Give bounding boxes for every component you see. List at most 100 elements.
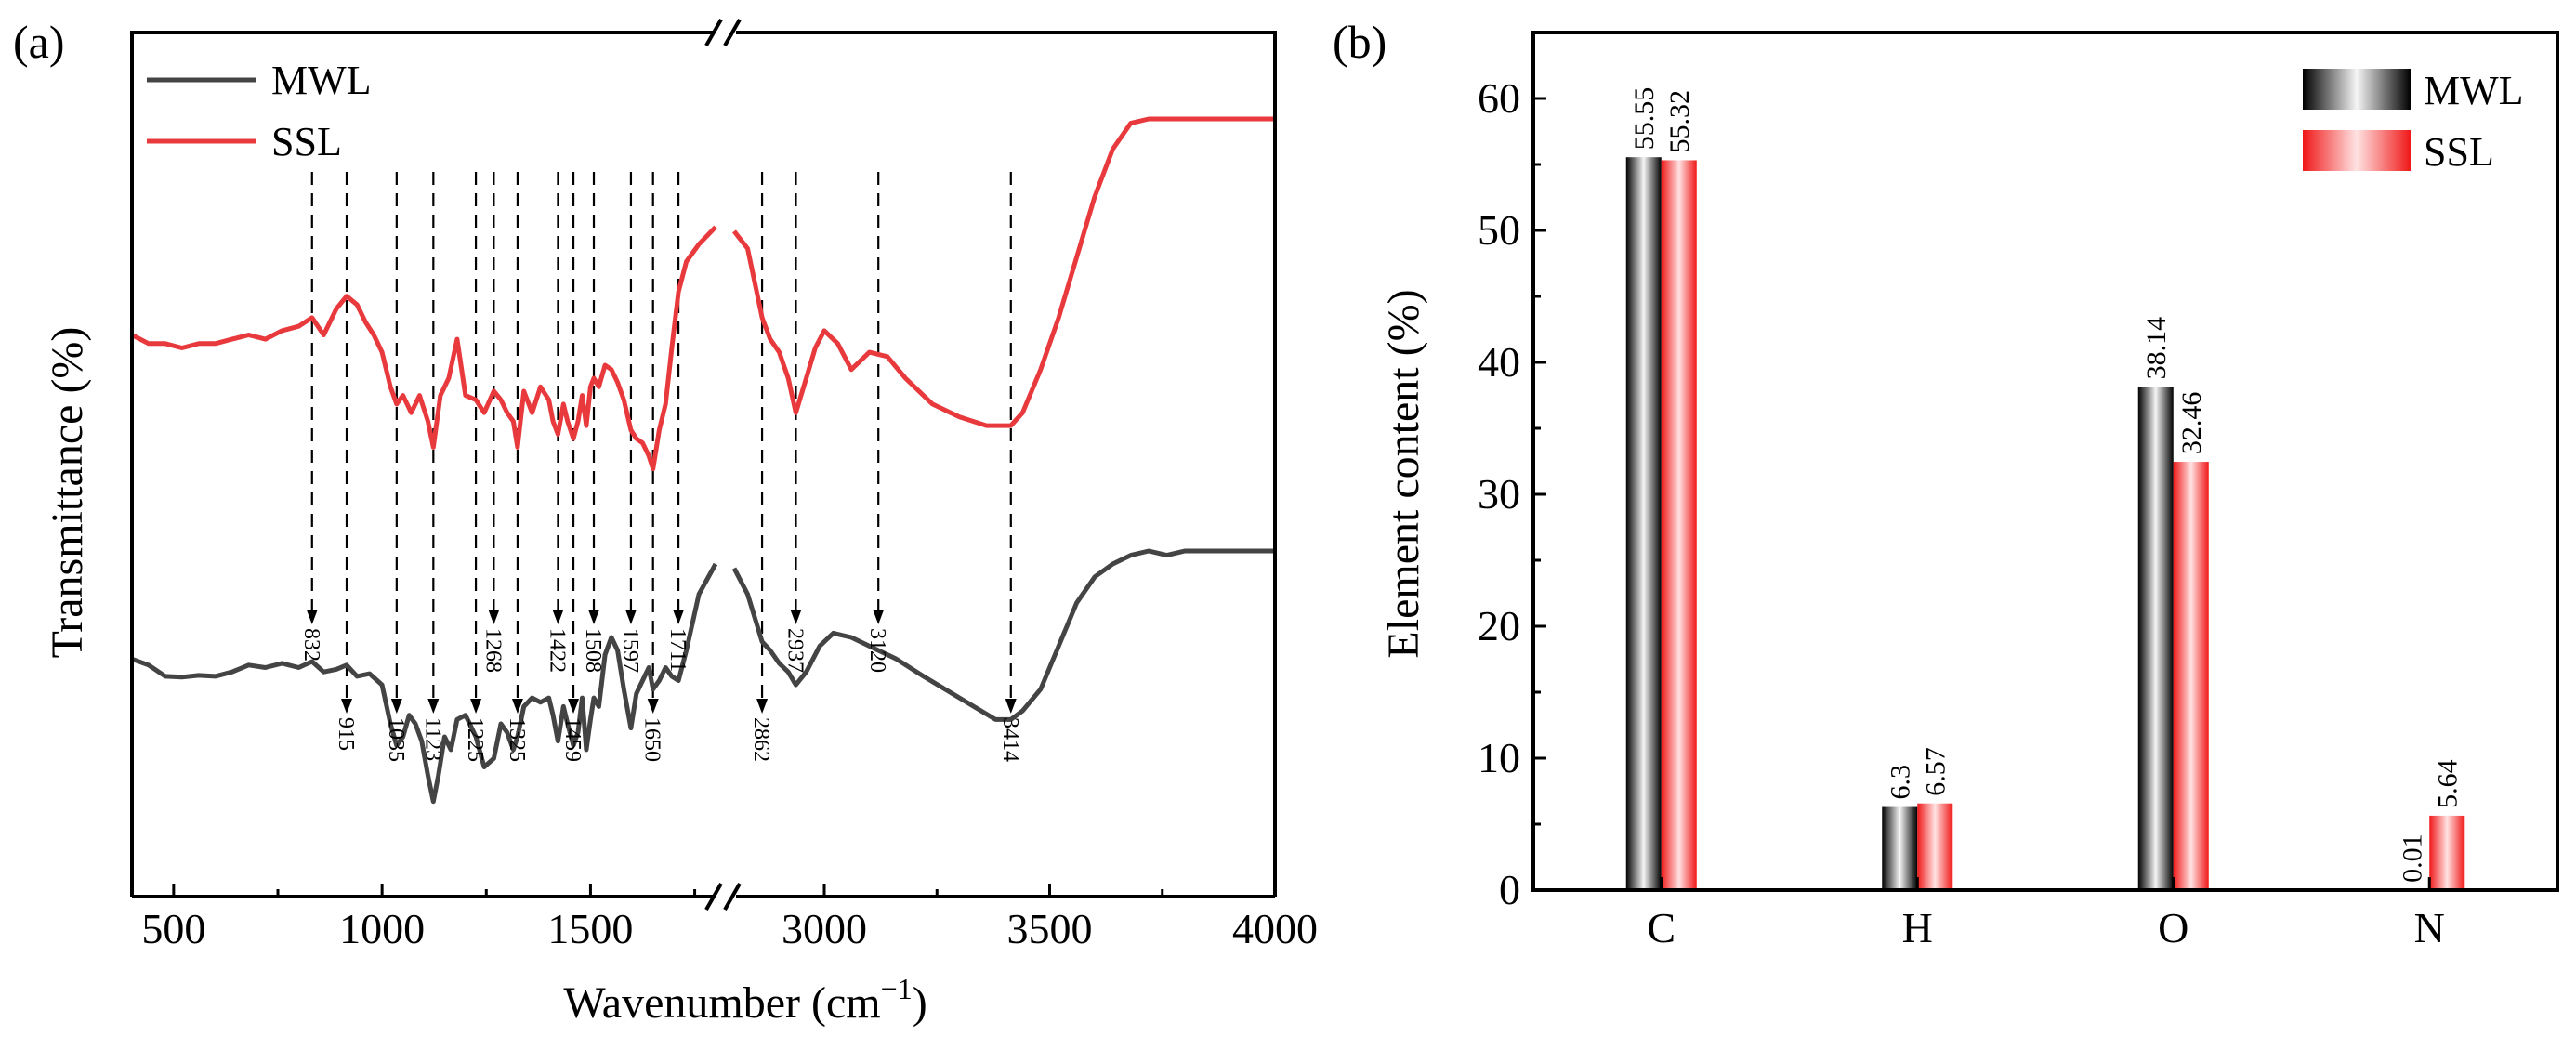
bar-ssl-h [1917, 803, 1953, 890]
axis-break-mark [723, 883, 742, 911]
peak-arrow-1650 [647, 699, 659, 714]
y-tick-label-b: 60 [1478, 74, 1520, 122]
peak-label-1123: 1123 [420, 717, 444, 761]
peak-arrow-1268 [488, 610, 500, 624]
y-axis-title-b: Element content (%) [1379, 289, 1428, 658]
category-label-o: O [2158, 904, 2188, 951]
peak-arrow-2862 [756, 699, 769, 714]
bar-mwl-o [2137, 387, 2174, 890]
bar-value-label: 6.3 [1885, 765, 1915, 800]
peak-label-2937: 2937 [782, 628, 807, 673]
axis-break-mark [704, 883, 723, 911]
bar-value-label: 32.46 [2176, 392, 2207, 455]
spectra-lines [130, 116, 1275, 805]
axis-break-mark [704, 19, 723, 46]
peak-arrows: 832 915 1035 1123 1225 1268 1325 1422 1459 1508 15… [299, 610, 1022, 762]
element-content-panel: (b) 55.55 55.326.3 6.5738.1432.460.015.64 … [1333, 16, 2559, 951]
peak-arrow-1422 [552, 610, 564, 624]
peak-arrow-1225 [470, 699, 482, 714]
bar-mwl-h [1882, 806, 1918, 890]
category-label-n: N [2414, 904, 2445, 951]
spectrum-mwl-segment-1 [131, 562, 718, 805]
x-tick-label-a: 1000 [339, 905, 425, 952]
bar-mwl-c [1625, 157, 1662, 890]
peak-arrow-3414 [1005, 699, 1017, 714]
peak-label-1508: 1508 [581, 628, 605, 673]
spectrum-ssl-segment-1 [130, 225, 717, 472]
y-tick-label-b: 0 [1499, 866, 1520, 913]
ftir-panel: (a) 832 915 1035 1123 1225 1268 1325 1422 1459 15… [13, 16, 1318, 1028]
legend-label-mwl: MWL [271, 58, 372, 103]
y-axis-title-a: Transmittance (%) [43, 327, 92, 659]
frame-a [130, 31, 1277, 897]
legend-a: MWL SSL [147, 58, 372, 164]
legend-label-ssl-b: SSL [2424, 129, 2494, 175]
axis-ticks-b: 0 10 20 30 40 50 60 C H O N [1478, 74, 2445, 951]
x-tick-label-a: 3000 [782, 905, 867, 952]
legend-swatch-mwl [2303, 69, 2411, 110]
spectrum-ssl-segment-2 [732, 116, 1275, 428]
peak-arrow-1597 [624, 610, 637, 624]
peak-arrow-915 [341, 699, 353, 714]
peak-label-3120: 3120 [865, 628, 889, 673]
peak-label-832: 832 [299, 628, 323, 662]
peak-arrow-1508 [588, 610, 600, 624]
category-label-c: C [1647, 904, 1676, 951]
peak-arrow-1035 [390, 699, 402, 714]
peak-arrow-1459 [568, 699, 580, 714]
bar-ssl-n [2429, 815, 2465, 890]
peak-arrow-832 [306, 610, 318, 624]
bar-ssl-c [1661, 160, 1697, 890]
panel-a-label: (a) [13, 16, 65, 68]
peak-arrow-1325 [511, 699, 523, 714]
y-tick-label-b: 50 [1478, 206, 1520, 254]
peak-label-1268: 1268 [480, 628, 505, 673]
peak-arrow-1123 [427, 699, 440, 714]
peak-label-2862: 2862 [749, 717, 773, 762]
legend-label-mwl-b: MWL [2424, 68, 2524, 113]
x-tick-label-a: 4000 [1232, 905, 1318, 952]
peak-label-1225: 1225 [463, 717, 487, 762]
bar-value-label: 55.32 [1664, 90, 1695, 153]
plot-frame-a [130, 19, 1277, 911]
panel-b-label: (b) [1333, 16, 1387, 68]
peak-arrow-2937 [790, 610, 802, 624]
peak-label-1597: 1597 [618, 628, 642, 673]
y-tick-label-b: 40 [1478, 338, 1520, 386]
plot-frame-b [1531, 31, 2559, 892]
peak-label-1325: 1325 [505, 717, 529, 762]
peak-label-1422: 1422 [545, 628, 569, 673]
peak-arrow-1711 [673, 610, 685, 624]
legend-b: MWL SSL [2303, 68, 2524, 175]
axis-break-mark [723, 19, 742, 46]
y-tick-label-b: 10 [1478, 734, 1520, 781]
peak-guide-lines [310, 172, 1012, 701]
bar-value-label: 5.64 [2432, 759, 2463, 808]
x-tick-label-a: 500 [141, 905, 205, 952]
peak-label-915: 915 [334, 717, 358, 751]
y-tick-label-b: 30 [1478, 470, 1520, 518]
bar-value-label: 6.57 [1920, 747, 1951, 796]
legend-label-ssl: SSL [271, 119, 342, 164]
peak-arrow-3120 [873, 610, 885, 624]
spectrum-mwl-segment-2 [731, 548, 1275, 722]
bar-ssl-o [2173, 462, 2209, 890]
peak-label-1650: 1650 [640, 717, 664, 762]
category-label-h: H [1902, 904, 1933, 951]
x-axis-ticks-a: 500 1000 1500 3000 3500 4000 [141, 884, 1318, 952]
peak-label-1711: 1711 [665, 628, 690, 672]
peak-label-1459: 1459 [560, 717, 585, 762]
y-tick-label-b: 20 [1478, 602, 1520, 649]
bar-value-label: 55.55 [1629, 87, 1660, 151]
peak-label-1035: 1035 [384, 717, 408, 762]
peak-label-3414: 3414 [998, 717, 1022, 762]
x-tick-label-a: 3500 [1007, 905, 1093, 952]
x-tick-label-a: 1500 [547, 905, 633, 952]
bar-value-label: 0.01 [2397, 833, 2427, 883]
bar-value-label: 38.14 [2141, 317, 2172, 380]
legend-swatch-ssl [2303, 130, 2411, 171]
frame-b [1531, 31, 2559, 892]
x-axis-title-a: Wavenumber (cm−1) [563, 972, 927, 1028]
